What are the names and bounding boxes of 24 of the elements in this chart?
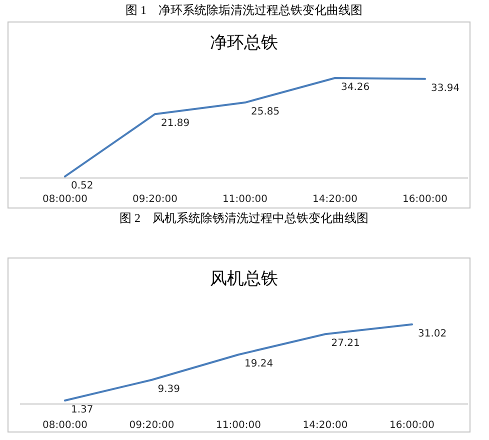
caption: 图 1 净环系统除垢清洗过程总铁变化曲线图 bbox=[126, 3, 362, 17]
x-tick-label: 14:20:00 bbox=[312, 194, 358, 205]
x-tick-label: 08:00:00 bbox=[42, 194, 88, 205]
chart-title: 净环总铁 bbox=[210, 33, 278, 52]
x-tick-label: 16:00:00 bbox=[390, 420, 434, 431]
data-label: 27.21 bbox=[331, 338, 360, 350]
x-tick-label: 16:00:00 bbox=[402, 194, 448, 205]
x-tick-label: 08:00:00 bbox=[42, 420, 88, 431]
x-tick-label: 09:20:00 bbox=[132, 194, 178, 205]
x-tick-label: 11:00:00 bbox=[216, 420, 261, 431]
x-tick-label: 14:20:00 bbox=[302, 420, 348, 431]
data-label: 0.52 bbox=[71, 180, 94, 192]
chart-title: 风机总铁 bbox=[210, 269, 278, 288]
data-label: 31.02 bbox=[418, 328, 447, 340]
data-label: 1.37 bbox=[71, 404, 94, 416]
data-label: 33.94 bbox=[431, 82, 460, 94]
data-label: 19.24 bbox=[244, 358, 274, 370]
data-label: 9.39 bbox=[158, 384, 180, 395]
data-label: 21.89 bbox=[161, 118, 190, 130]
x-tick-label: 09:20:00 bbox=[129, 420, 174, 431]
data-label: 25.85 bbox=[251, 106, 280, 118]
data-label: 34.26 bbox=[341, 82, 370, 93]
x-tick-label: 11:00:00 bbox=[222, 194, 268, 205]
caption: 图 2 风机系统除锈清洗过程中总铁变化曲线图 bbox=[120, 211, 368, 225]
